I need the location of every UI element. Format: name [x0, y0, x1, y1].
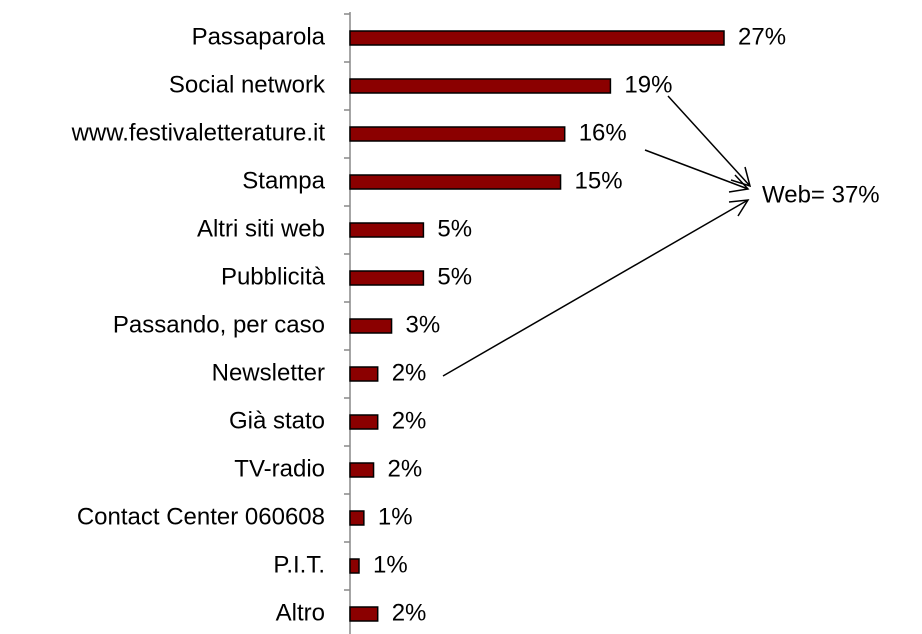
arrow — [667, 95, 751, 187]
y-tick-label: TV-radio — [234, 455, 325, 482]
y-tick-label: Contact Center 060608 — [77, 503, 325, 530]
bar — [349, 222, 425, 238]
arrow — [442, 199, 749, 377]
bar — [349, 366, 379, 382]
bar — [349, 510, 365, 526]
y-tick-label: Passaparola — [192, 23, 326, 50]
data-label: 5% — [437, 263, 472, 290]
data-label: 2% — [392, 359, 427, 386]
data-label: 3% — [406, 311, 441, 338]
y-tick-label: Altro — [276, 599, 325, 626]
data-label: 5% — [437, 215, 472, 242]
data-label: 27% — [738, 23, 786, 50]
y-tick-label: Altri siti web — [197, 215, 325, 242]
bar — [349, 174, 562, 190]
bar — [349, 462, 375, 478]
y-tick-label: www.festivaletterature.it — [71, 119, 326, 146]
data-label: 2% — [392, 407, 427, 434]
data-label: 2% — [388, 455, 423, 482]
y-tick-label: Stampa — [242, 167, 325, 194]
bar — [349, 78, 612, 94]
arrow-head — [728, 174, 750, 193]
bar — [349, 414, 379, 430]
y-tick-label: Già stato — [229, 407, 325, 434]
annotation-arrows — [442, 95, 752, 377]
arrow — [644, 149, 749, 190]
data-label: 1% — [373, 551, 408, 578]
bar — [349, 558, 360, 574]
bar — [349, 30, 725, 46]
y-tick-label: Passando, per caso — [113, 311, 325, 338]
data-label: 2% — [392, 599, 427, 626]
bar — [349, 318, 393, 334]
data-label: 16% — [579, 119, 627, 146]
data-label: 19% — [624, 71, 672, 98]
y-tick-label: Pubblicità — [221, 263, 326, 290]
y-tick-label: Newsletter — [212, 359, 325, 386]
bar — [349, 126, 566, 142]
y-tick-label: Social network — [169, 71, 326, 98]
data-label: 1% — [378, 503, 413, 530]
arrow-head — [728, 199, 750, 217]
y-tick-label: P.I.T. — [273, 551, 325, 578]
data-label: 15% — [575, 167, 623, 194]
arrow-head — [730, 166, 752, 188]
annotation: Web= 37% — [762, 181, 880, 208]
bar — [349, 606, 379, 622]
bar — [349, 270, 425, 286]
